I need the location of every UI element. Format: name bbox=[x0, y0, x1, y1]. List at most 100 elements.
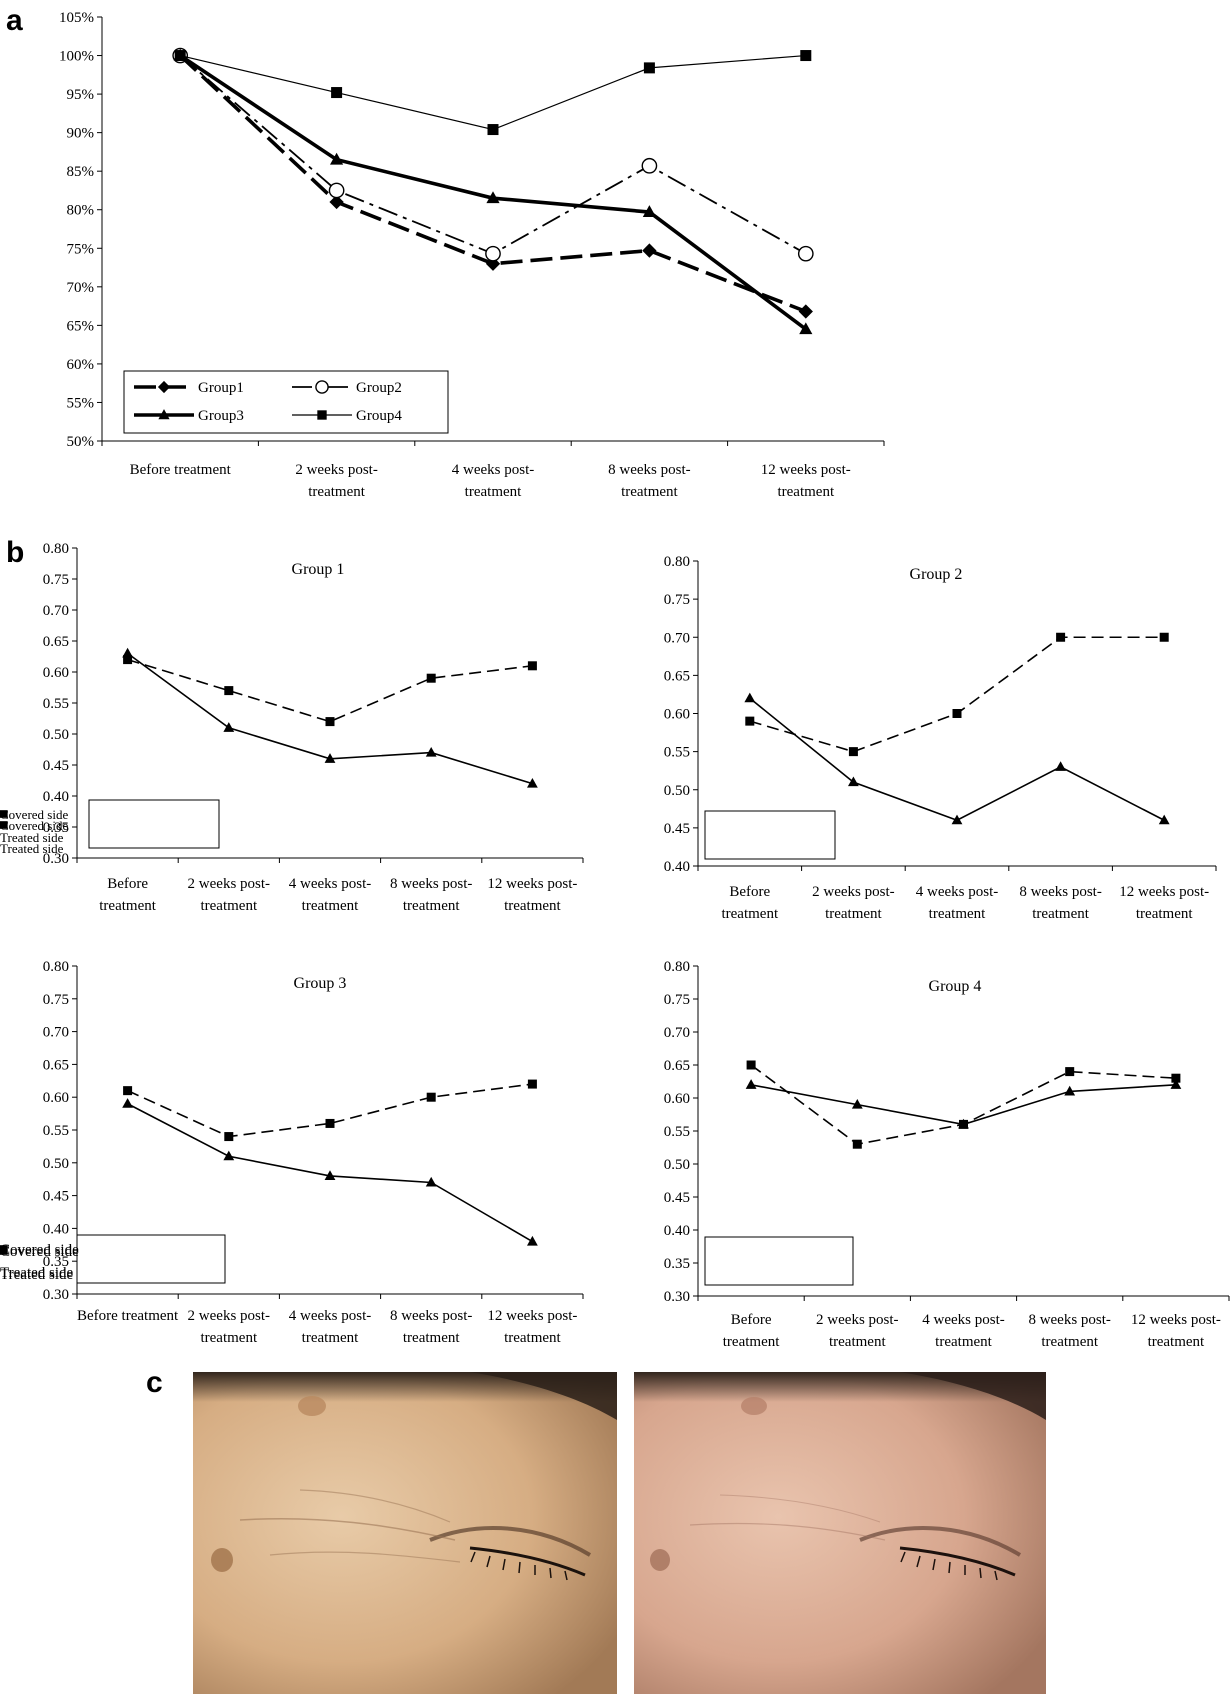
y-tick-label: 0.55 bbox=[43, 1123, 69, 1139]
x-tick-label: 12 weeks post-treatment bbox=[1119, 884, 1209, 922]
data-point bbox=[487, 124, 499, 136]
data-point bbox=[745, 716, 755, 726]
y-tick-label: 0.30 bbox=[664, 1289, 690, 1305]
series-group2 bbox=[172, 47, 814, 262]
data-point bbox=[1056, 632, 1066, 642]
panel-letter-a: a bbox=[6, 4, 23, 37]
x-tick-label: 2 weeks post-treatment bbox=[812, 884, 895, 922]
y-tick-label: 85% bbox=[67, 164, 95, 180]
data-point bbox=[122, 647, 133, 658]
legend: Covered side Treated side bbox=[0, 810, 836, 860]
y-tick-label: 50% bbox=[67, 434, 95, 450]
chart-b-group1: 0.30 0.35 0.40 0.45 0.50 0.55 0.60 0.65 0.70 0.75… bbox=[0, 541, 584, 914]
data-point bbox=[642, 205, 656, 217]
data-point bbox=[848, 776, 859, 787]
before-photo bbox=[193, 1372, 617, 1694]
y-tick-label: 0.40 bbox=[664, 1223, 690, 1239]
y-tick-label: 0.50 bbox=[664, 1157, 690, 1173]
y-tick-label: 0.40 bbox=[43, 789, 69, 805]
series-line bbox=[127, 1083, 533, 1138]
y-tick-label: 100% bbox=[59, 49, 94, 65]
y-tick-label: 0.70 bbox=[664, 630, 690, 646]
x-tick-label: 4 weeks post-treatment bbox=[289, 1308, 372, 1346]
legend: Group1 Group2 Group3 Group4 bbox=[123, 370, 449, 434]
legend-marker bbox=[0, 821, 8, 829]
y-tick-label: 0.70 bbox=[43, 1025, 69, 1041]
y-tick-label: 0.40 bbox=[43, 1221, 69, 1237]
legend-box bbox=[704, 1236, 854, 1286]
y-tick-label: 90% bbox=[67, 126, 95, 142]
x-tick-label: 8 weeks post-treatment bbox=[1019, 884, 1102, 922]
x-tick-label: 12 weeks post-treatment bbox=[1131, 1312, 1221, 1350]
data-point bbox=[328, 182, 345, 199]
data-point bbox=[1170, 1079, 1182, 1089]
series-treated-side bbox=[122, 647, 538, 788]
y-tick-label: 0.50 bbox=[43, 727, 69, 743]
y-tick-label: 105% bbox=[59, 10, 94, 26]
y-tick-label: 0.80 bbox=[43, 959, 69, 975]
series-group3 bbox=[173, 48, 813, 335]
y-tick-label: 0.60 bbox=[664, 707, 690, 723]
data-point bbox=[223, 722, 235, 732]
y-tick-label: 75% bbox=[67, 241, 95, 257]
y-tick-label: 0.80 bbox=[664, 554, 690, 570]
data-point bbox=[325, 717, 335, 727]
y-tick-label: 0.70 bbox=[664, 1025, 690, 1041]
y-tick-label: 0.50 bbox=[43, 1156, 69, 1172]
y-tick-label: 0.75 bbox=[43, 572, 69, 588]
legend-box bbox=[88, 799, 220, 849]
x-tick-label: 2 weeks post-treatment bbox=[188, 876, 271, 914]
after-photo bbox=[634, 1372, 1046, 1694]
y-tick-label: 0.80 bbox=[43, 541, 69, 557]
data-point bbox=[1171, 1073, 1181, 1083]
data-point bbox=[224, 686, 234, 696]
legend-label: Treated side bbox=[0, 830, 64, 845]
data-point bbox=[643, 62, 655, 74]
x-tick-label: 8 weeks post-treatment bbox=[608, 462, 691, 500]
data-point bbox=[485, 245, 501, 262]
data-point bbox=[852, 1139, 862, 1149]
data-point bbox=[642, 243, 657, 258]
panel-letter-c: c bbox=[146, 1366, 163, 1399]
y-tick-label: 0.30 bbox=[43, 851, 69, 867]
chart-b-group2: 0.40 0.45 0.50 0.55 0.60 0.65 0.70 0.75 0.80 Befo… bbox=[0, 554, 1217, 922]
legend: Covered side Treated side bbox=[0, 799, 220, 849]
chart-b-group4: 0.30 0.35 0.40 0.45 0.50 0.55 0.60 0.65 0.70 0.75… bbox=[0, 959, 1230, 1350]
legend-marker bbox=[0, 810, 8, 818]
data-point bbox=[798, 304, 813, 319]
y-tick-label: 55% bbox=[67, 395, 95, 411]
data-point bbox=[331, 87, 343, 99]
x-tick-label: 8 weeks post-treatment bbox=[390, 876, 473, 914]
series-line bbox=[178, 54, 807, 314]
chart-title: Group 4 bbox=[929, 978, 982, 995]
data-point bbox=[527, 661, 537, 671]
legend-label: Group3 bbox=[198, 408, 244, 424]
y-tick-label: 0.35 bbox=[43, 820, 69, 836]
y-tick-label: 0.35 bbox=[664, 1256, 690, 1272]
y-tick-label: 80% bbox=[67, 203, 95, 219]
x-tick-label: 8 weeks post-treatment bbox=[390, 1308, 473, 1346]
y-tick-label: 0.65 bbox=[664, 1058, 690, 1074]
x-tick-label: 4 weeks post-treatment bbox=[916, 884, 999, 922]
legend-label: Covered side bbox=[0, 807, 68, 822]
series-covered-side bbox=[745, 632, 1169, 757]
series-line bbox=[179, 54, 807, 255]
y-tick-label: 70% bbox=[67, 280, 95, 296]
y-tick-label: 0.45 bbox=[664, 821, 690, 837]
series-line bbox=[750, 1064, 1176, 1146]
data-point bbox=[123, 655, 133, 665]
y-tick-label: 65% bbox=[67, 318, 95, 334]
data-point bbox=[1055, 761, 1066, 771]
legend-box bbox=[123, 370, 449, 434]
x-tick-label: Before treatment bbox=[130, 462, 232, 478]
y-tick-label: 0.55 bbox=[43, 696, 69, 712]
data-point bbox=[527, 1079, 537, 1089]
series-treated-side bbox=[745, 1079, 1182, 1129]
x-tick-label: Before treatment bbox=[721, 884, 778, 922]
x-tick-label: Before treatment bbox=[723, 1312, 780, 1350]
data-point bbox=[951, 814, 963, 825]
y-tick-label: 0.60 bbox=[43, 1090, 69, 1106]
y-tick-label: 0.80 bbox=[664, 959, 690, 975]
y-tick-label: 0.65 bbox=[664, 668, 690, 684]
